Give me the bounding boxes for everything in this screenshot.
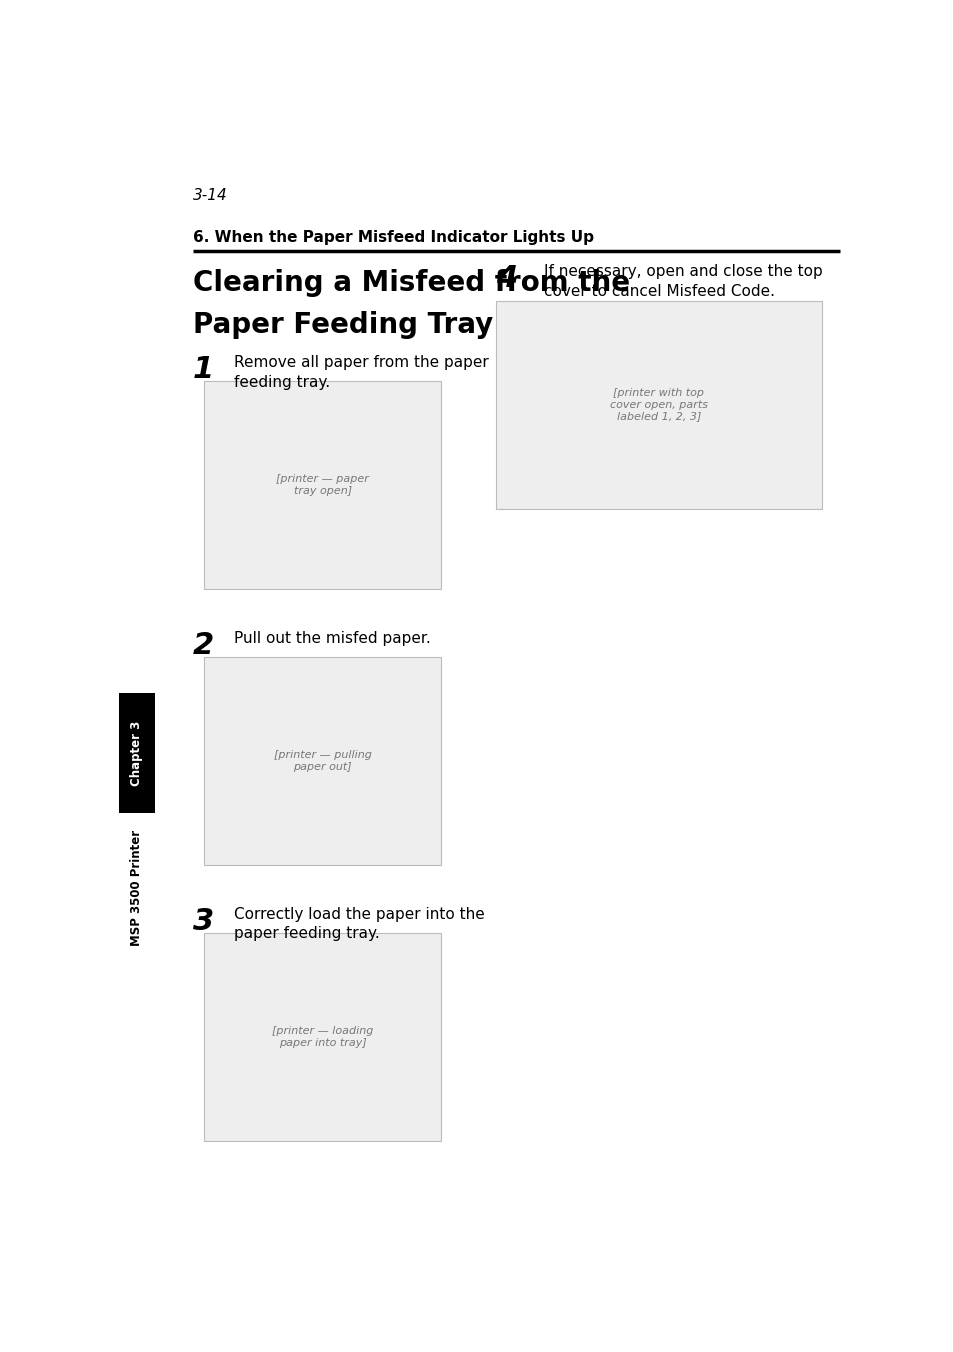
Text: [printer with top
cover open, parts
labeled 1, 2, 3]: [printer with top cover open, parts labe… [609,388,707,422]
Text: 2: 2 [193,630,214,660]
Text: 3: 3 [193,907,214,936]
Text: MSP 3500 Printer: MSP 3500 Printer [131,830,143,946]
Text: [printer — loading
paper into tray]: [printer — loading paper into tray] [272,1026,373,1048]
FancyBboxPatch shape [204,657,440,865]
Text: Clearing a Misfeed from the: Clearing a Misfeed from the [193,269,630,297]
Text: Paper Feeding Tray: Paper Feeding Tray [193,311,493,339]
Text: If necessary, open and close the top
cover to cancel Misfeed Code.: If necessary, open and close the top cov… [544,264,822,299]
Text: Pull out the misfed paper.: Pull out the misfed paper. [233,630,430,646]
FancyBboxPatch shape [204,381,440,589]
Text: [printer — pulling
paper out]: [printer — pulling paper out] [274,750,371,772]
Text: Remove all paper from the paper
feeding tray.: Remove all paper from the paper feeding … [233,354,488,389]
Text: 6. When the Paper Misfeed Indicator Lights Up: 6. When the Paper Misfeed Indicator Ligh… [193,230,594,245]
Text: 1: 1 [193,354,214,384]
Text: 4: 4 [496,264,517,293]
Text: 3-14: 3-14 [193,188,228,203]
FancyBboxPatch shape [496,300,821,508]
Text: [printer — paper
tray open]: [printer — paper tray open] [275,475,369,496]
FancyBboxPatch shape [119,694,154,813]
Text: Chapter 3: Chapter 3 [131,721,143,786]
FancyBboxPatch shape [204,933,440,1141]
Text: Correctly load the paper into the
paper feeding tray.: Correctly load the paper into the paper … [233,907,484,941]
